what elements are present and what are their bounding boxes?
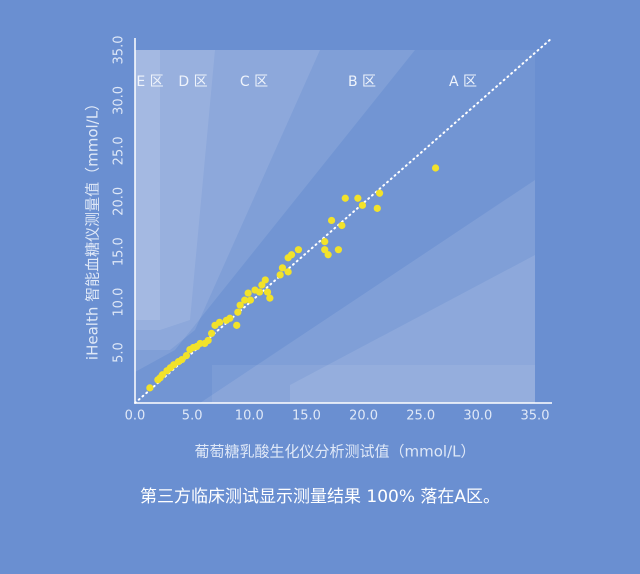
zone-e-upper xyxy=(135,50,160,320)
caption: 第三方临床测试显示测量结果 100% 落在A区。 xyxy=(140,487,500,507)
zone-b-lower xyxy=(200,180,535,403)
data-point xyxy=(241,296,249,304)
data-point xyxy=(204,336,212,345)
x-tick-label: 5.0 xyxy=(182,409,203,424)
identity-line xyxy=(134,37,553,404)
x-tick-label: 10.0 xyxy=(235,409,264,424)
x-tick-label: 30.0 xyxy=(463,409,492,424)
y-axis-title: iHealth 智能血糖仪测量值（mmol/L） xyxy=(84,96,102,360)
y-tick-label: 30.0 xyxy=(112,86,127,115)
x-tick-label: 25.0 xyxy=(406,409,435,424)
x-tick-label: 35.0 xyxy=(521,409,550,424)
data-point xyxy=(294,246,303,254)
zone-label: C 区 xyxy=(240,74,268,90)
data-point xyxy=(276,271,284,279)
x-tick-label: 20.0 xyxy=(349,409,378,424)
data-point xyxy=(375,189,384,197)
data-point xyxy=(146,384,154,392)
zone-d-upper xyxy=(135,50,215,330)
y-tick-label: 15.0 xyxy=(112,237,127,266)
data-point xyxy=(354,194,362,202)
data-point xyxy=(334,246,343,254)
zone-label: A 区 xyxy=(449,74,477,90)
data-point xyxy=(324,251,332,259)
x-axis-title: 葡萄糖乳酸生化仪分析测试值（mmol/L） xyxy=(195,443,476,461)
data-point xyxy=(284,268,292,276)
zone-label: E 区 xyxy=(136,74,163,90)
data-point xyxy=(244,289,252,297)
data-point xyxy=(373,204,381,212)
data-point xyxy=(431,164,440,172)
data-point xyxy=(207,329,216,338)
data-point xyxy=(338,221,346,230)
data-point xyxy=(287,251,296,259)
zone-c-upper xyxy=(135,50,320,350)
x-tick-label: 0.0 xyxy=(125,409,146,424)
y-tick-label: 5.0 xyxy=(112,342,127,363)
data-point xyxy=(215,318,224,326)
zone-b-upper xyxy=(135,50,415,403)
zone-c-lower xyxy=(290,255,535,403)
x-tick-label: 15.0 xyxy=(292,409,321,424)
zone-d-lower xyxy=(212,365,535,403)
data-point xyxy=(266,294,274,302)
data-point xyxy=(234,308,242,316)
y-tick-label: 20.0 xyxy=(112,187,127,216)
data-point xyxy=(226,314,234,322)
y-tick-label: 10.0 xyxy=(112,288,127,317)
data-point xyxy=(258,281,266,289)
data-point xyxy=(321,246,329,254)
data-point xyxy=(278,264,287,272)
zone-label: B 区 xyxy=(348,74,376,90)
data-point xyxy=(341,194,349,202)
data-point xyxy=(261,276,269,284)
y-tick-label: 35.0 xyxy=(112,36,127,65)
data-point xyxy=(263,288,272,296)
data-point xyxy=(236,301,244,309)
data-point xyxy=(246,296,255,304)
data-point xyxy=(358,201,367,209)
data-point xyxy=(327,216,336,225)
y-tick-label: 25.0 xyxy=(112,136,127,165)
data-point xyxy=(233,321,241,329)
data-point xyxy=(321,238,329,246)
data-point xyxy=(182,351,191,360)
data-point xyxy=(255,288,264,296)
zone-label: D 区 xyxy=(178,74,207,90)
